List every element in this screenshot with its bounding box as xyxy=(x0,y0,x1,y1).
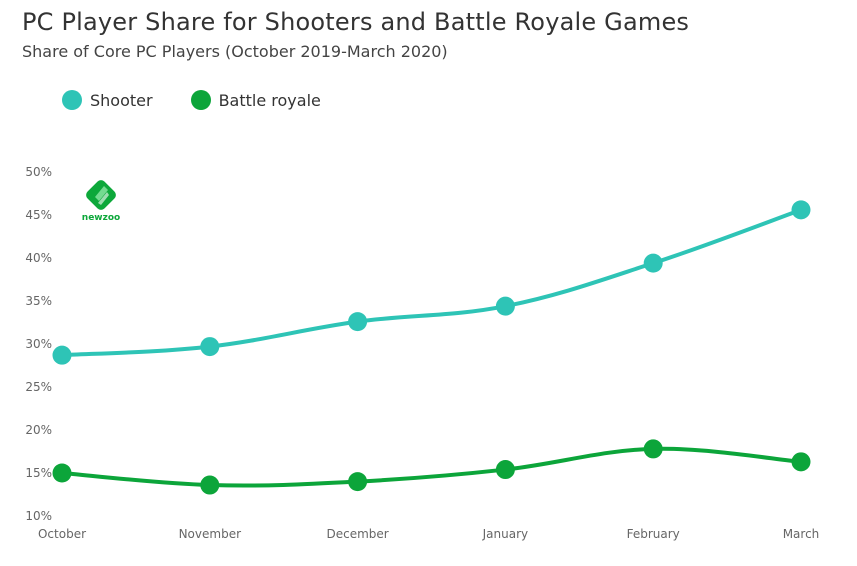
y-tick-label: 10% xyxy=(25,509,52,523)
data-point-shooter[interactable] xyxy=(791,200,811,220)
x-tick-label: December xyxy=(326,527,388,541)
data-point-battle-royale[interactable] xyxy=(643,439,663,459)
y-tick-label: 40% xyxy=(25,251,52,265)
series-line-battle-royale xyxy=(60,446,803,488)
data-point-shooter[interactable] xyxy=(495,296,515,316)
legend-item-shooter[interactable]: Shooter xyxy=(62,90,153,110)
y-tick-label: 35% xyxy=(25,294,52,308)
data-point-shooter[interactable] xyxy=(200,337,220,357)
newzoo-logo-stripe xyxy=(95,186,108,201)
newzoo-logo-text: newzoo xyxy=(82,213,120,223)
newzoo-logo xyxy=(86,180,116,210)
chart-subtitle: Share of Core PC Players (October 2019-M… xyxy=(22,42,448,61)
y-tick-label: 15% xyxy=(25,466,52,480)
data-point-battle-royale[interactable] xyxy=(495,460,515,480)
chart-title: PC Player Share for Shooters and Battle … xyxy=(22,8,690,36)
y-tick-label: 25% xyxy=(25,380,52,394)
data-point-battle-royale[interactable] xyxy=(791,452,811,472)
data-point-battle-royale[interactable] xyxy=(348,472,368,492)
legend-item-battle-royale[interactable]: Battle royale xyxy=(190,90,321,110)
legend: Shooter Battle royale xyxy=(62,90,359,110)
data-point-shooter[interactable] xyxy=(52,345,72,365)
x-tick-label: November xyxy=(179,527,241,541)
series-line-shooter xyxy=(60,207,803,358)
legend-label-shooter: Shooter xyxy=(90,90,153,110)
y-tick-label: 20% xyxy=(25,423,52,437)
y-tick-label: 50% xyxy=(25,165,52,179)
x-tick-label: January xyxy=(482,527,529,541)
data-point-battle-royale[interactable] xyxy=(52,463,72,483)
legend-marker-battle-royale xyxy=(190,90,211,110)
data-point-battle-royale[interactable] xyxy=(200,475,220,495)
newzoo-logo-stripe-2 xyxy=(98,192,109,205)
x-tick-label: October xyxy=(38,527,86,541)
data-point-shooter[interactable] xyxy=(348,312,368,332)
legend-label-battle-royale: Battle royale xyxy=(218,90,321,110)
data-point-shooter[interactable] xyxy=(643,253,663,273)
x-tick-label: March xyxy=(783,527,820,541)
legend-marker-shooter xyxy=(62,90,82,110)
x-tick-label: February xyxy=(627,527,680,541)
y-tick-label: 30% xyxy=(25,337,52,351)
y-tick-label: 45% xyxy=(25,208,52,222)
